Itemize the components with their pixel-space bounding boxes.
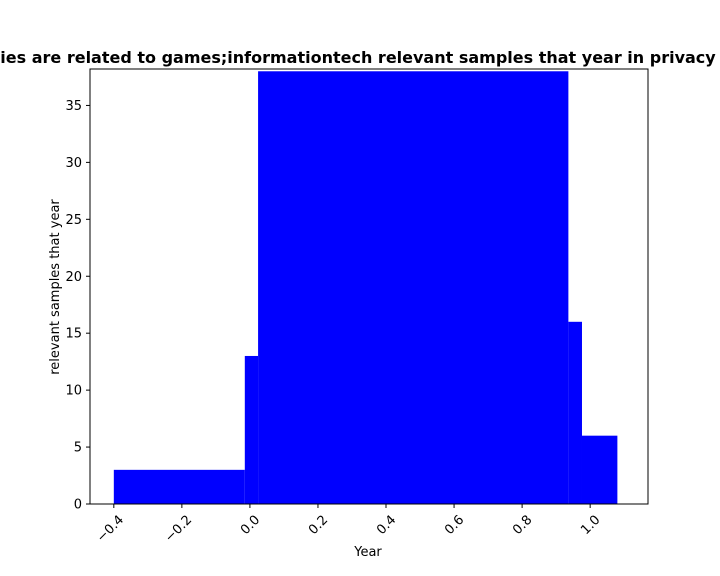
x-tick-label: 0.4 bbox=[374, 513, 399, 538]
x-tick-label: 0.8 bbox=[510, 513, 535, 538]
x-tick-label: 0.2 bbox=[306, 513, 331, 538]
histogram-bar-2 bbox=[258, 71, 569, 504]
y-axis: 0 5 10 15 20 25 30 35 bbox=[65, 99, 90, 513]
histogram-bar-0 bbox=[113, 469, 245, 504]
x-axis-label: Year bbox=[353, 545, 382, 560]
x-tick-label: 0.0 bbox=[238, 513, 263, 538]
y-tick-label: 5 bbox=[74, 441, 82, 456]
y-tick-label: 10 bbox=[65, 384, 82, 399]
bars-layer bbox=[113, 71, 618, 504]
chart-title: ies are related to games;informationtech… bbox=[0, 48, 716, 67]
x-tick-label: −0.4 bbox=[94, 513, 127, 546]
plot-frame bbox=[89, 68, 649, 505]
y-tick-label: 35 bbox=[65, 99, 82, 114]
y-tick-label: 0 bbox=[74, 498, 82, 513]
x-tick-label: 0.6 bbox=[442, 513, 467, 538]
x-tick-label: −0.2 bbox=[162, 513, 195, 546]
x-axis: −0.4 −0.2 0.0 0.2 0.4 0.6 0.8 1.0 bbox=[94, 504, 603, 546]
y-tick-label: 20 bbox=[65, 270, 82, 285]
y-tick-label: 30 bbox=[65, 156, 82, 171]
y-tick-label: 25 bbox=[65, 213, 82, 228]
histogram-bar-4 bbox=[581, 435, 618, 504]
histogram-bar-3 bbox=[568, 321, 582, 504]
y-tick-label: 15 bbox=[65, 327, 82, 342]
y-axis-label: relevant samples that year bbox=[48, 199, 63, 375]
histogram-bar-1 bbox=[244, 355, 259, 504]
x-tick-label: 1.0 bbox=[578, 513, 603, 538]
